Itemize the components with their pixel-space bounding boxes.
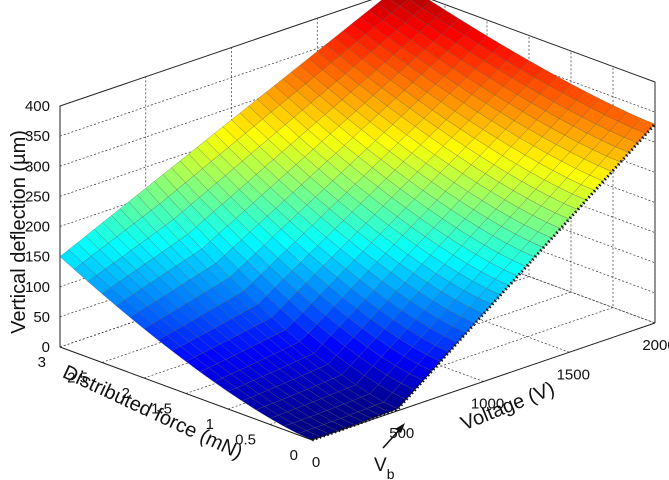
x-tick-label: 1500 (557, 366, 590, 383)
x-tick-label: 1000 (471, 396, 504, 413)
y-tick-label: 0.5 (235, 432, 256, 449)
y-tick-label: 1.5 (151, 401, 172, 418)
z-tick-label: 50 (33, 309, 50, 326)
surface-front-edge (311, 123, 657, 442)
grid-z-line (59, 0, 656, 107)
z-tick-label: 400 (25, 98, 50, 115)
y-tick-label: 1 (206, 416, 214, 433)
x-tick-label: 2000 (642, 337, 669, 354)
y-tick-label: 2.5 (67, 370, 88, 387)
vb-arrow-head (395, 423, 405, 433)
z-tick-label: 300 (25, 158, 50, 175)
vb-label-main: V (374, 455, 387, 476)
surface-layer (59, 0, 657, 442)
z-tick-label: 250 (25, 188, 50, 205)
z-tick-label: 0 (42, 339, 50, 356)
vb-arrow-shaft (382, 427, 402, 449)
z-tick-label: 350 (25, 128, 50, 145)
z-tick-label: 150 (25, 249, 50, 266)
vb-annotation: Vb (374, 423, 405, 480)
side-wall-frame (431, 0, 656, 323)
y-tick-label: 2 (122, 385, 130, 402)
surface-patch (297, 430, 322, 441)
tick-layer: 05010015020025030035040000.511.522.53050… (25, 98, 669, 471)
vb-label: Vb (374, 455, 395, 480)
z-tick-label: 100 (25, 279, 50, 296)
y-tick-label: 0 (290, 447, 298, 464)
z-axis-label: Vertical deflection (µm) (8, 130, 30, 334)
vb-label-sub: b (387, 466, 395, 480)
y-tick-label: 3 (38, 354, 46, 371)
x-tick-label: 0 (312, 454, 320, 471)
z-tick-label: 200 (25, 219, 50, 236)
y-axis-line (59, 346, 313, 441)
